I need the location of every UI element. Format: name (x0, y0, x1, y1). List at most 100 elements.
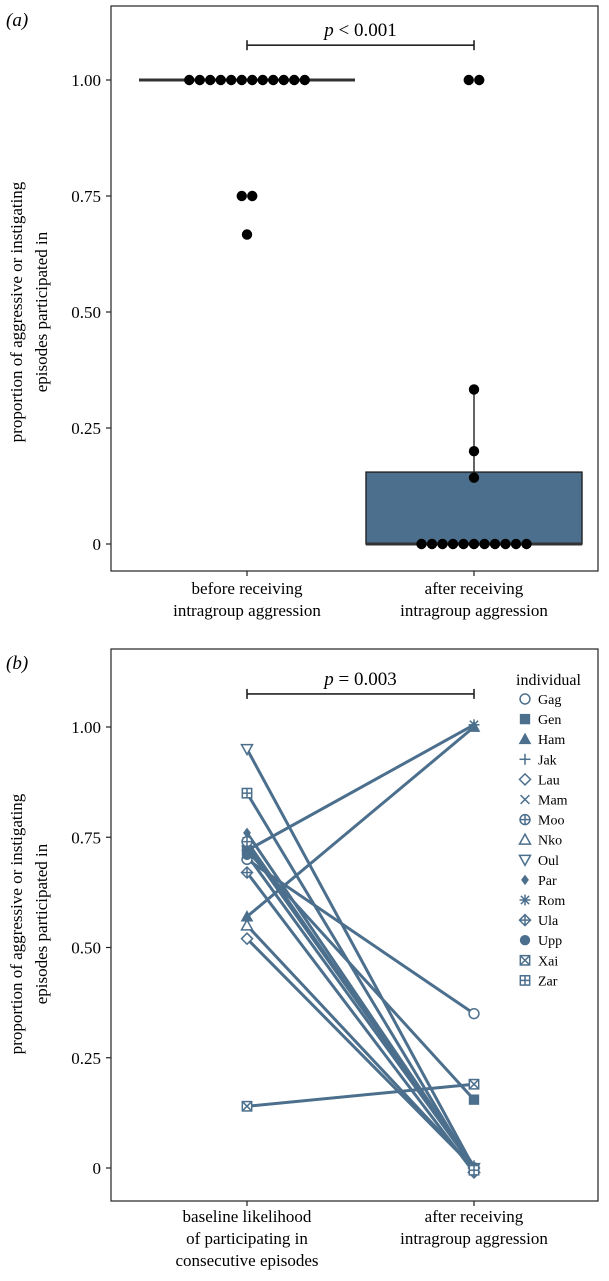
legend-label: Ula (538, 914, 559, 929)
marker-diamond-open (240, 932, 254, 946)
legend-label: Lau (538, 773, 560, 788)
data-point (489, 538, 501, 550)
panel-b-markers (240, 719, 481, 1179)
panel-b-y-axis-label: proportion of aggressive or instigating e… (7, 793, 51, 1054)
legend-title: individual (516, 672, 581, 689)
y-tick-label: 0.75 (71, 828, 101, 847)
panel-a-plot-frame (110, 5, 599, 572)
panel-a-label: (a) (6, 10, 28, 31)
data-point (257, 74, 268, 86)
data-point (299, 74, 310, 86)
panel-b-label: (b) (6, 653, 28, 674)
x-tick-label: intragroup aggression (173, 601, 321, 620)
legend-item: Lau (518, 772, 560, 788)
data-point (236, 74, 247, 86)
significance-value: < 0.001 (334, 20, 397, 41)
legend-label: Ham (538, 733, 565, 748)
legend-label: Nko (538, 834, 562, 849)
x-tick-label: intragroup aggression (400, 601, 548, 620)
series-line-zar (245, 791, 476, 1172)
data-point (226, 74, 237, 86)
significance-value: = 0.003 (334, 669, 397, 690)
marker-diamond-open (518, 772, 532, 786)
series-line-xai (245, 1082, 476, 1108)
data-point (205, 74, 216, 86)
series-line-lau (245, 937, 476, 1170)
legend-item: Upp (519, 934, 562, 949)
legend-label: Par (538, 874, 557, 889)
y-tick-label: 0 (93, 1159, 102, 1178)
y-tick-label: 0.25 (71, 419, 101, 438)
legend-item: Nko (518, 832, 562, 849)
data-point (184, 74, 195, 86)
data-point (426, 538, 438, 550)
data-point (247, 74, 258, 86)
marker-square-plus (519, 974, 531, 986)
x-tick-label: consecutive episodes (175, 1251, 318, 1270)
data-point (458, 538, 469, 550)
panel-a-x-tick-labels: before receiving intragroup aggression aft… (173, 571, 548, 620)
marker-asterisk (468, 719, 480, 731)
x-tick-label: after receiving (425, 1207, 524, 1226)
marker-plus (519, 753, 531, 765)
legend-label: Jak (538, 753, 557, 768)
data-point (468, 472, 480, 483)
legend-item: Gen (519, 713, 561, 728)
y-axis-label-line: episodes participated in (32, 231, 51, 392)
legend-item: Rom (519, 894, 565, 909)
y-axis-label-line: proportion of aggressive or instigating (7, 793, 26, 1054)
y-tick-label: 0.25 (71, 1049, 101, 1068)
significance-p: p (322, 669, 334, 690)
marker-square-filled (519, 713, 531, 725)
y-tick-label: 1.00 (71, 718, 101, 737)
legend-label: Moo (538, 814, 564, 829)
panel-b-significance: p = 0.003 (246, 669, 475, 699)
panel-a-significance: p < 0.001 (246, 20, 475, 51)
marker-square-plus (468, 1164, 480, 1176)
legend-item: Gag (519, 693, 561, 708)
panel-a-y-ticks: 0 0.25 0.50 0.75 1.00 (71, 71, 111, 554)
marker-asterisk (519, 894, 531, 906)
data-point (194, 74, 205, 86)
marker-x (520, 794, 530, 805)
panel-b: (b) proportion of aggressive or instigat… (6, 648, 599, 1270)
data-point (521, 538, 532, 550)
legend-label: Zar (538, 974, 558, 989)
legend-label: Upp (538, 934, 562, 949)
panel-b-plot-frame (110, 648, 599, 1202)
x-tick-label: after receiving (425, 579, 524, 598)
data-point (268, 74, 279, 86)
marker-square-filled (468, 1094, 480, 1105)
data-point (278, 74, 289, 86)
data-point (236, 190, 247, 202)
legend-item: Moo (519, 813, 564, 829)
significance-p: p (322, 20, 334, 41)
data-point (500, 538, 511, 550)
legend-label: Xai (538, 954, 558, 969)
data-point (468, 538, 480, 550)
legend-label: Gen (538, 713, 561, 728)
marker-square-x (241, 1100, 253, 1112)
x-tick-label: baseline likelihood (183, 1207, 312, 1226)
x-tick-label: intragroup aggression (400, 1229, 548, 1248)
series-line-par (245, 831, 476, 1170)
marker-square-x (468, 1078, 480, 1090)
marker-triangle-down-open (240, 743, 254, 757)
significance-label: p < 0.001 (322, 20, 396, 41)
data-point (510, 538, 522, 550)
marker-circle-plus (519, 813, 531, 826)
y-tick-label: 0.50 (71, 303, 101, 322)
data-point (241, 229, 253, 240)
panel-a: (a) proportion of aggressive or instigat… (6, 5, 599, 620)
marker-circle-open (468, 1007, 480, 1020)
data-point (437, 538, 448, 550)
series-line-oul (245, 747, 476, 1170)
data-point (468, 446, 480, 457)
panel-b-x-tick-labels: baseline likelihood of participating in co… (175, 1201, 548, 1270)
data-point (474, 74, 485, 86)
significance-label: p = 0.003 (322, 669, 396, 690)
panel-a-y-axis-label: proportion of aggressive or instigating e… (7, 181, 51, 442)
legend-item: Ham (518, 732, 565, 748)
panel-a-marks (139, 74, 583, 550)
panel-b-y-ticks: 0 0.25 0.50 0.75 1.00 (71, 718, 111, 1178)
